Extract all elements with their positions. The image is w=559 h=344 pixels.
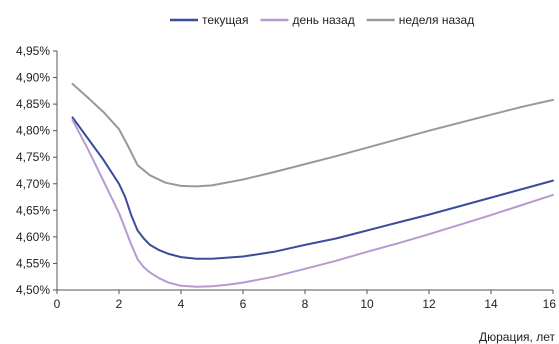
x-axis-title: Дюрация, лет bbox=[479, 330, 555, 344]
legend-label: текущая bbox=[202, 13, 248, 27]
plot-area bbox=[71, 82, 554, 288]
legend-label: день назад bbox=[292, 13, 354, 27]
x-tick-label: 10 bbox=[360, 297, 374, 311]
y-tick-label: 4,50% bbox=[16, 283, 50, 297]
y-tick-label: 4,90% bbox=[16, 71, 50, 85]
legend-item: день назад bbox=[260, 13, 355, 27]
x-tick-label: 14 bbox=[484, 297, 498, 311]
legend-label: неделя назад bbox=[399, 13, 475, 27]
x-tick-label: 2 bbox=[116, 297, 123, 311]
y-tick-label: 4,55% bbox=[16, 256, 50, 270]
series-line-1 bbox=[71, 116, 554, 260]
x-tick-label: 16 bbox=[543, 297, 557, 311]
y-tick-label: 4,80% bbox=[16, 124, 50, 138]
y-tick-label: 4,60% bbox=[16, 230, 50, 244]
series-line-3 bbox=[71, 82, 554, 188]
legend: текущая день назад неделя назад bbox=[170, 13, 474, 27]
legend-item: неделя назад bbox=[366, 13, 475, 27]
x-tick-label: 6 bbox=[240, 297, 247, 311]
x-axis: 0 2 4 6 8 10 12 14 16 bbox=[54, 289, 557, 311]
y-tick-label: 4,95% bbox=[16, 44, 50, 58]
series-line-2 bbox=[71, 119, 554, 288]
y-tick-label: 4,85% bbox=[16, 97, 50, 111]
legend-item: текущая bbox=[170, 13, 248, 27]
y-tick-label: 4,65% bbox=[16, 203, 50, 217]
y-tick-label: 4,75% bbox=[16, 150, 50, 164]
y-axis: 4,50% 4,55% 4,60% 4,65% 4,70% 4,75% 4,80% 4,85%… bbox=[16, 44, 58, 297]
x-tick-label: 8 bbox=[302, 297, 309, 311]
y-tick-label: 4,70% bbox=[16, 177, 50, 191]
x-tick-label: 12 bbox=[422, 297, 436, 311]
x-tick-label: 4 bbox=[178, 297, 185, 311]
x-tick-label: 0 bbox=[54, 297, 61, 311]
